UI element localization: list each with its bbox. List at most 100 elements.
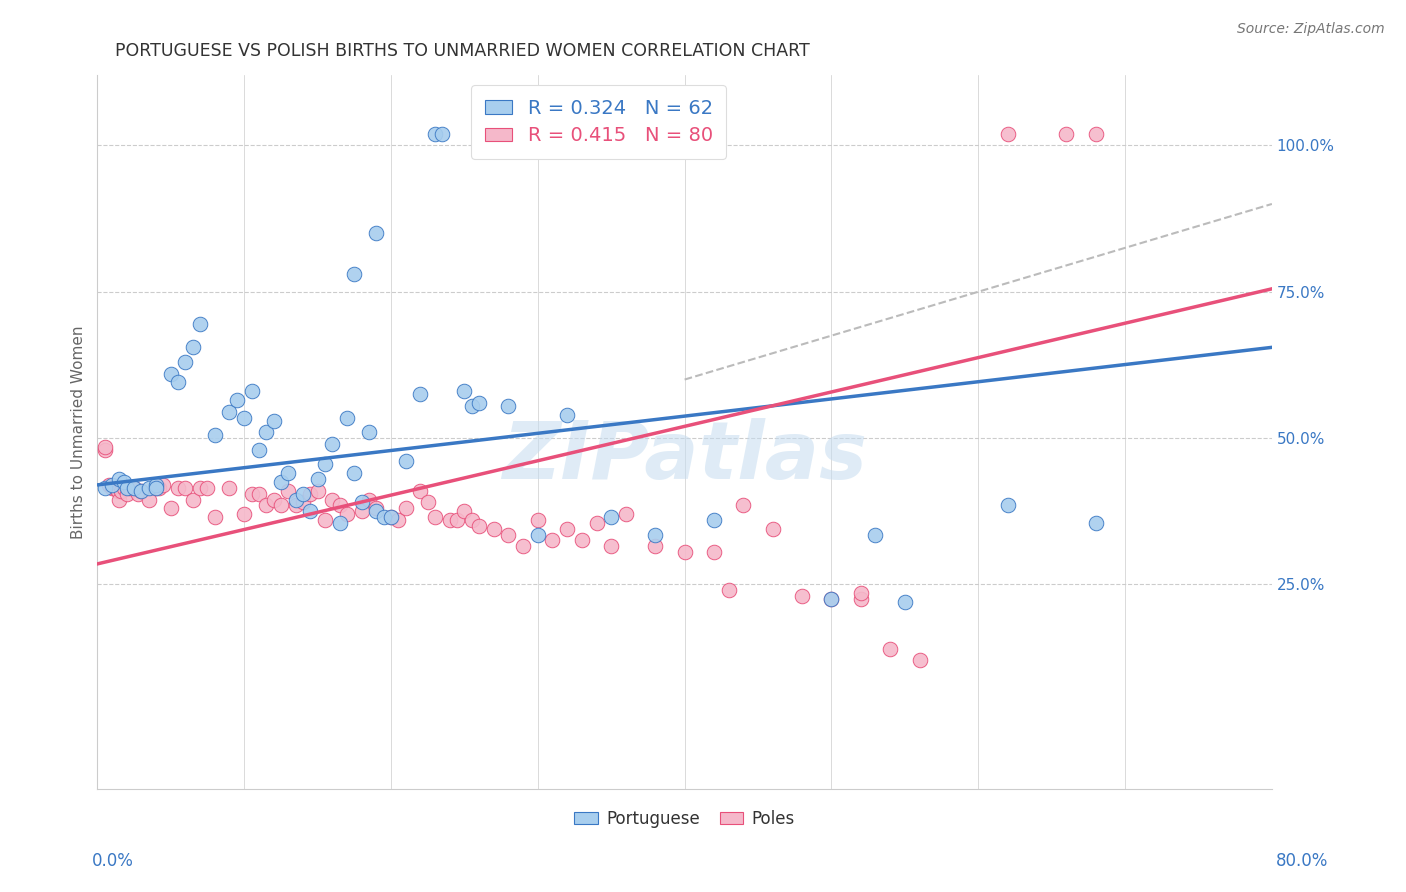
Point	[104, 481, 127, 495]
Point	[395, 454, 418, 468]
Point	[527, 527, 550, 541]
Point	[284, 492, 307, 507]
Point	[997, 499, 1019, 513]
Point	[380, 510, 402, 524]
Point	[717, 583, 740, 598]
Point	[181, 340, 204, 354]
Point	[461, 513, 484, 527]
Point	[188, 317, 211, 331]
Point	[233, 410, 256, 425]
Point	[849, 586, 872, 600]
Point	[247, 442, 270, 457]
Point	[343, 466, 366, 480]
Text: Source: ZipAtlas.com: Source: ZipAtlas.com	[1237, 22, 1385, 37]
Point	[93, 440, 115, 454]
Point	[439, 513, 461, 527]
Point	[152, 478, 174, 492]
Point	[432, 127, 454, 141]
Point	[336, 410, 359, 425]
Point	[218, 481, 240, 495]
Point	[263, 492, 285, 507]
Point	[908, 653, 931, 667]
Point	[277, 483, 299, 498]
Point	[291, 495, 314, 509]
Point	[555, 522, 578, 536]
Point	[314, 513, 336, 527]
Point	[299, 504, 322, 518]
Point	[733, 499, 755, 513]
Point	[423, 510, 446, 524]
Point	[291, 486, 314, 500]
Point	[366, 226, 388, 240]
Point	[329, 516, 352, 530]
Point	[373, 510, 395, 524]
Point	[409, 387, 432, 401]
Point	[127, 486, 149, 500]
Point	[321, 492, 343, 507]
Point	[263, 413, 285, 427]
Point	[107, 483, 129, 498]
Point	[527, 513, 550, 527]
Point	[468, 396, 491, 410]
Point	[174, 355, 197, 369]
Point	[1084, 127, 1107, 141]
Point	[112, 481, 135, 495]
Point	[762, 522, 785, 536]
Point	[270, 499, 292, 513]
Point	[174, 481, 197, 495]
Point	[233, 507, 256, 521]
Point	[115, 486, 138, 500]
Point	[307, 472, 329, 486]
Point	[314, 458, 336, 472]
Point	[395, 501, 418, 516]
Point	[357, 425, 380, 440]
Point	[1084, 516, 1107, 530]
Point	[159, 367, 181, 381]
Point	[284, 499, 307, 513]
Point	[423, 127, 446, 141]
Point	[498, 399, 520, 413]
Point	[468, 519, 491, 533]
Point	[321, 437, 343, 451]
Point	[138, 481, 160, 495]
Point	[820, 592, 842, 607]
Point	[585, 516, 607, 530]
Point	[93, 442, 115, 457]
Point	[894, 595, 917, 609]
Point	[482, 522, 505, 536]
Point	[110, 483, 132, 498]
Point	[461, 399, 484, 413]
Point	[218, 405, 240, 419]
Point	[131, 483, 153, 498]
Point	[225, 392, 247, 407]
Point	[366, 504, 388, 518]
Point	[380, 510, 402, 524]
Point	[644, 539, 666, 553]
Point	[138, 492, 160, 507]
Point	[997, 127, 1019, 141]
Point	[277, 466, 299, 480]
Point	[849, 592, 872, 607]
Point	[167, 376, 190, 390]
Point	[148, 481, 170, 495]
Point	[336, 507, 359, 521]
Point	[703, 127, 725, 141]
Point	[101, 481, 124, 495]
Point	[188, 481, 211, 495]
Point	[254, 425, 277, 440]
Point	[614, 507, 637, 521]
Point	[299, 486, 322, 500]
Point	[197, 481, 219, 495]
Point	[820, 592, 842, 607]
Point	[541, 533, 564, 548]
Point	[651, 127, 673, 141]
Point	[307, 483, 329, 498]
Point	[167, 481, 190, 495]
Point	[93, 481, 115, 495]
Point	[453, 504, 475, 518]
Point	[115, 481, 138, 495]
Point	[865, 527, 887, 541]
Point	[204, 510, 226, 524]
Point	[703, 545, 725, 559]
Point	[555, 408, 578, 422]
